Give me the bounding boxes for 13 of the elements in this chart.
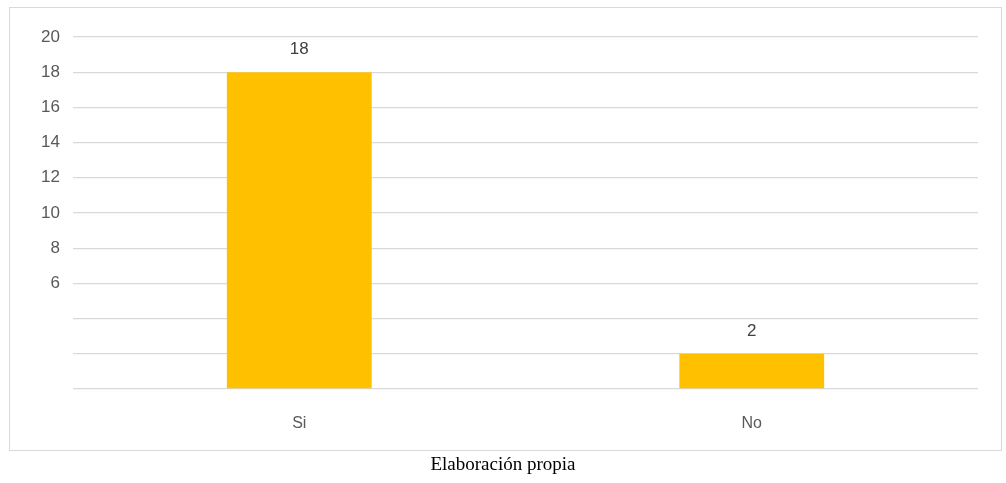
y-tick-label: 10 [41, 202, 60, 222]
y-tick-label: 6 [50, 273, 60, 293]
y-tick-label: 14 [41, 132, 60, 152]
y-tick-label: 8 [50, 237, 60, 257]
data-label: 2 [747, 320, 757, 340]
text: Elaboración propia [429, 453, 577, 475]
x-tick-label: No [741, 414, 763, 432]
y-tick-label: 16 [41, 97, 60, 117]
data-label: 18 [289, 39, 309, 59]
y-tick-label: 12 [41, 167, 60, 187]
y-tick-label: 18 [41, 61, 60, 81]
y-tick-label: 20 [41, 26, 60, 46]
x-tick-label: Si [292, 414, 307, 432]
